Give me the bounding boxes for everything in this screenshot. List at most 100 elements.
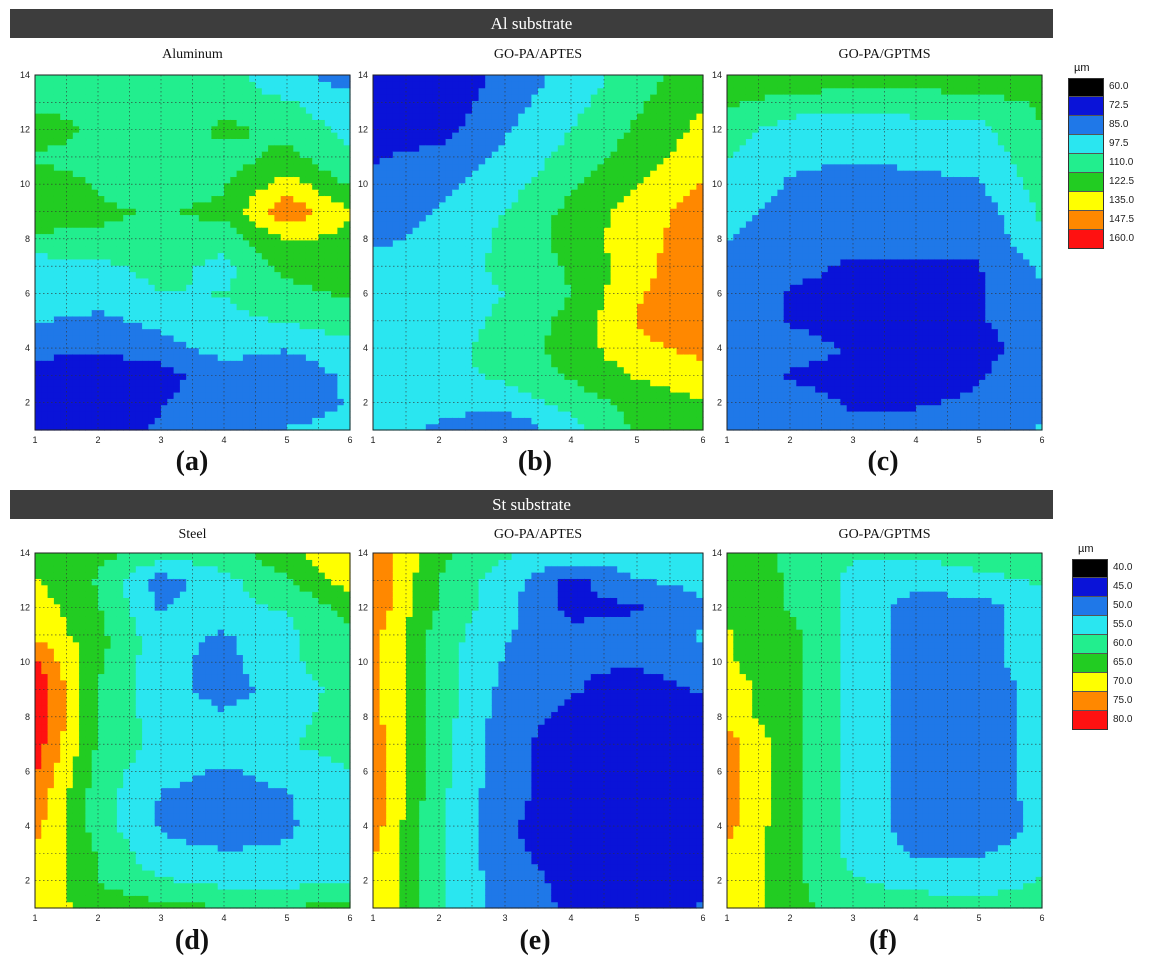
contour-cell	[544, 239, 552, 247]
contour-cell	[392, 113, 400, 120]
contour-cell	[154, 296, 162, 304]
contour-cell	[551, 201, 559, 209]
contour-cell	[186, 258, 194, 266]
contour-cell	[280, 417, 288, 425]
contour-cell	[305, 328, 313, 336]
contour-cell	[524, 239, 532, 247]
contour-cell	[110, 170, 118, 178]
contour-cell	[116, 106, 124, 114]
contour-cell	[224, 410, 231, 418]
contour-cell	[305, 372, 313, 380]
contour-cell	[331, 277, 338, 285]
contour-cell	[531, 170, 539, 178]
contour-cell	[274, 182, 282, 190]
contour-cell	[35, 246, 42, 254]
contour-cell	[274, 372, 282, 380]
contour-cell	[66, 379, 74, 387]
contour-cell	[498, 189, 506, 197]
contour-cell	[129, 227, 137, 235]
contour-cell	[41, 360, 49, 368]
contour-cell	[287, 189, 294, 197]
contour-cell	[293, 379, 301, 387]
contour-cell	[305, 151, 313, 159]
contour-cell	[511, 227, 519, 235]
contour-cell	[324, 265, 332, 273]
contour-cell	[604, 170, 612, 178]
contour-cell	[590, 87, 598, 95]
contour-cell	[564, 391, 572, 399]
contour-cell	[179, 353, 187, 361]
contour-cell	[305, 170, 313, 178]
contour-cell	[142, 309, 149, 317]
contour-cell	[148, 81, 156, 89]
contour-cell	[458, 284, 466, 292]
contour-cell	[230, 176, 238, 184]
contour-cell	[458, 391, 466, 399]
contour-cell	[242, 398, 250, 406]
contour-cell	[419, 208, 427, 216]
contour-cell	[571, 81, 579, 89]
contour-cell	[392, 75, 400, 82]
contour-cell	[465, 385, 473, 393]
contour-cell	[511, 246, 519, 254]
contour-cell	[85, 163, 93, 171]
contour-cell	[531, 125, 539, 133]
contour-cell	[60, 132, 68, 139]
contour-cell	[399, 379, 407, 387]
contour-cell	[324, 163, 332, 171]
contour-cell	[224, 106, 231, 114]
contour-cell	[564, 258, 572, 266]
contour-cell	[386, 265, 394, 273]
contour-cell	[432, 341, 440, 349]
contour-cell	[53, 417, 61, 425]
contour-cell	[79, 423, 86, 431]
contour-cell	[129, 252, 137, 260]
contour-cell	[412, 391, 420, 399]
contour-cell	[318, 258, 326, 266]
contour-cell	[564, 322, 572, 330]
contour-cell	[324, 290, 332, 298]
contour-cell	[452, 296, 460, 304]
contour-cell	[505, 201, 513, 209]
contour-cell	[439, 328, 447, 336]
contour-cell	[53, 94, 61, 101]
contour-cell	[439, 189, 447, 197]
contour-cell	[186, 417, 194, 425]
contour-cell	[60, 144, 68, 152]
contour-cell	[604, 113, 612, 120]
contour-cell	[511, 315, 519, 323]
contour-cell	[173, 208, 181, 216]
contour-cell	[35, 132, 42, 139]
contour-cell	[167, 322, 175, 330]
contour-cell	[211, 265, 219, 273]
contour-cell	[192, 322, 200, 330]
contour-cell	[538, 100, 546, 108]
contour-cell	[511, 398, 519, 406]
contour-cell	[538, 410, 546, 418]
contour-cell	[491, 385, 499, 393]
contour-cell	[72, 233, 80, 241]
contour-cell	[472, 385, 480, 393]
contour-cell	[217, 366, 225, 374]
contour-cell	[35, 239, 42, 247]
contour-cell	[230, 125, 238, 133]
contour-cell	[205, 176, 212, 184]
contour-cell	[230, 182, 238, 190]
contour-cell	[236, 233, 244, 241]
contour-cell	[544, 163, 552, 171]
contour-cell	[577, 81, 585, 89]
contour-cell	[135, 391, 143, 399]
contour-cell	[452, 119, 460, 127]
contour-cell	[261, 163, 269, 171]
contour-cell	[406, 100, 414, 108]
contour-cell	[85, 322, 93, 330]
contour-cell	[280, 220, 288, 228]
contour-cell	[524, 353, 532, 361]
contour-cell	[518, 182, 526, 190]
contour-cell	[472, 334, 480, 342]
contour-cell	[98, 233, 105, 241]
contour-cell	[472, 100, 480, 108]
contour-cell	[211, 170, 219, 178]
contour-cell	[571, 347, 579, 355]
contour-cell	[116, 138, 124, 146]
